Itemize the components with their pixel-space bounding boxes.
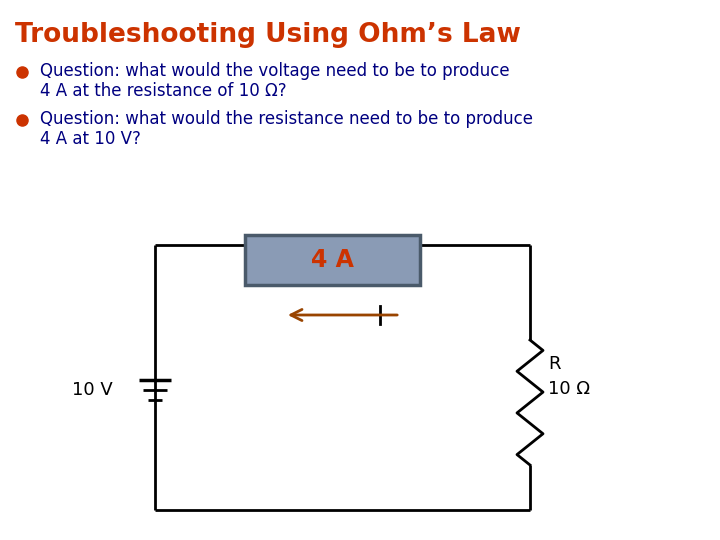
- Text: 10 Ω: 10 Ω: [548, 380, 590, 398]
- Text: Troubleshooting Using Ohm’s Law: Troubleshooting Using Ohm’s Law: [15, 22, 521, 48]
- Text: 4 A at the resistance of 10 Ω?: 4 A at the resistance of 10 Ω?: [40, 82, 287, 100]
- Text: Question: what would the voltage need to be to produce: Question: what would the voltage need to…: [40, 62, 510, 80]
- Text: Question: what would the resistance need to be to produce: Question: what would the resistance need…: [40, 110, 533, 128]
- Text: R: R: [548, 355, 560, 373]
- Text: 10 V: 10 V: [72, 381, 113, 399]
- Text: 4 A: 4 A: [311, 248, 354, 272]
- Bar: [245, 235, 420, 285]
- Text: 4 A at 10 V?: 4 A at 10 V?: [40, 130, 141, 148]
